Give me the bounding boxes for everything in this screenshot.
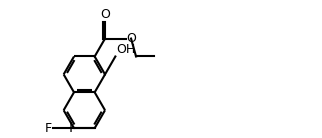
Text: F: F xyxy=(45,122,52,135)
Text: I: I xyxy=(69,121,73,135)
Text: OH: OH xyxy=(116,43,135,56)
Text: O: O xyxy=(100,8,110,21)
Text: O: O xyxy=(127,32,136,45)
